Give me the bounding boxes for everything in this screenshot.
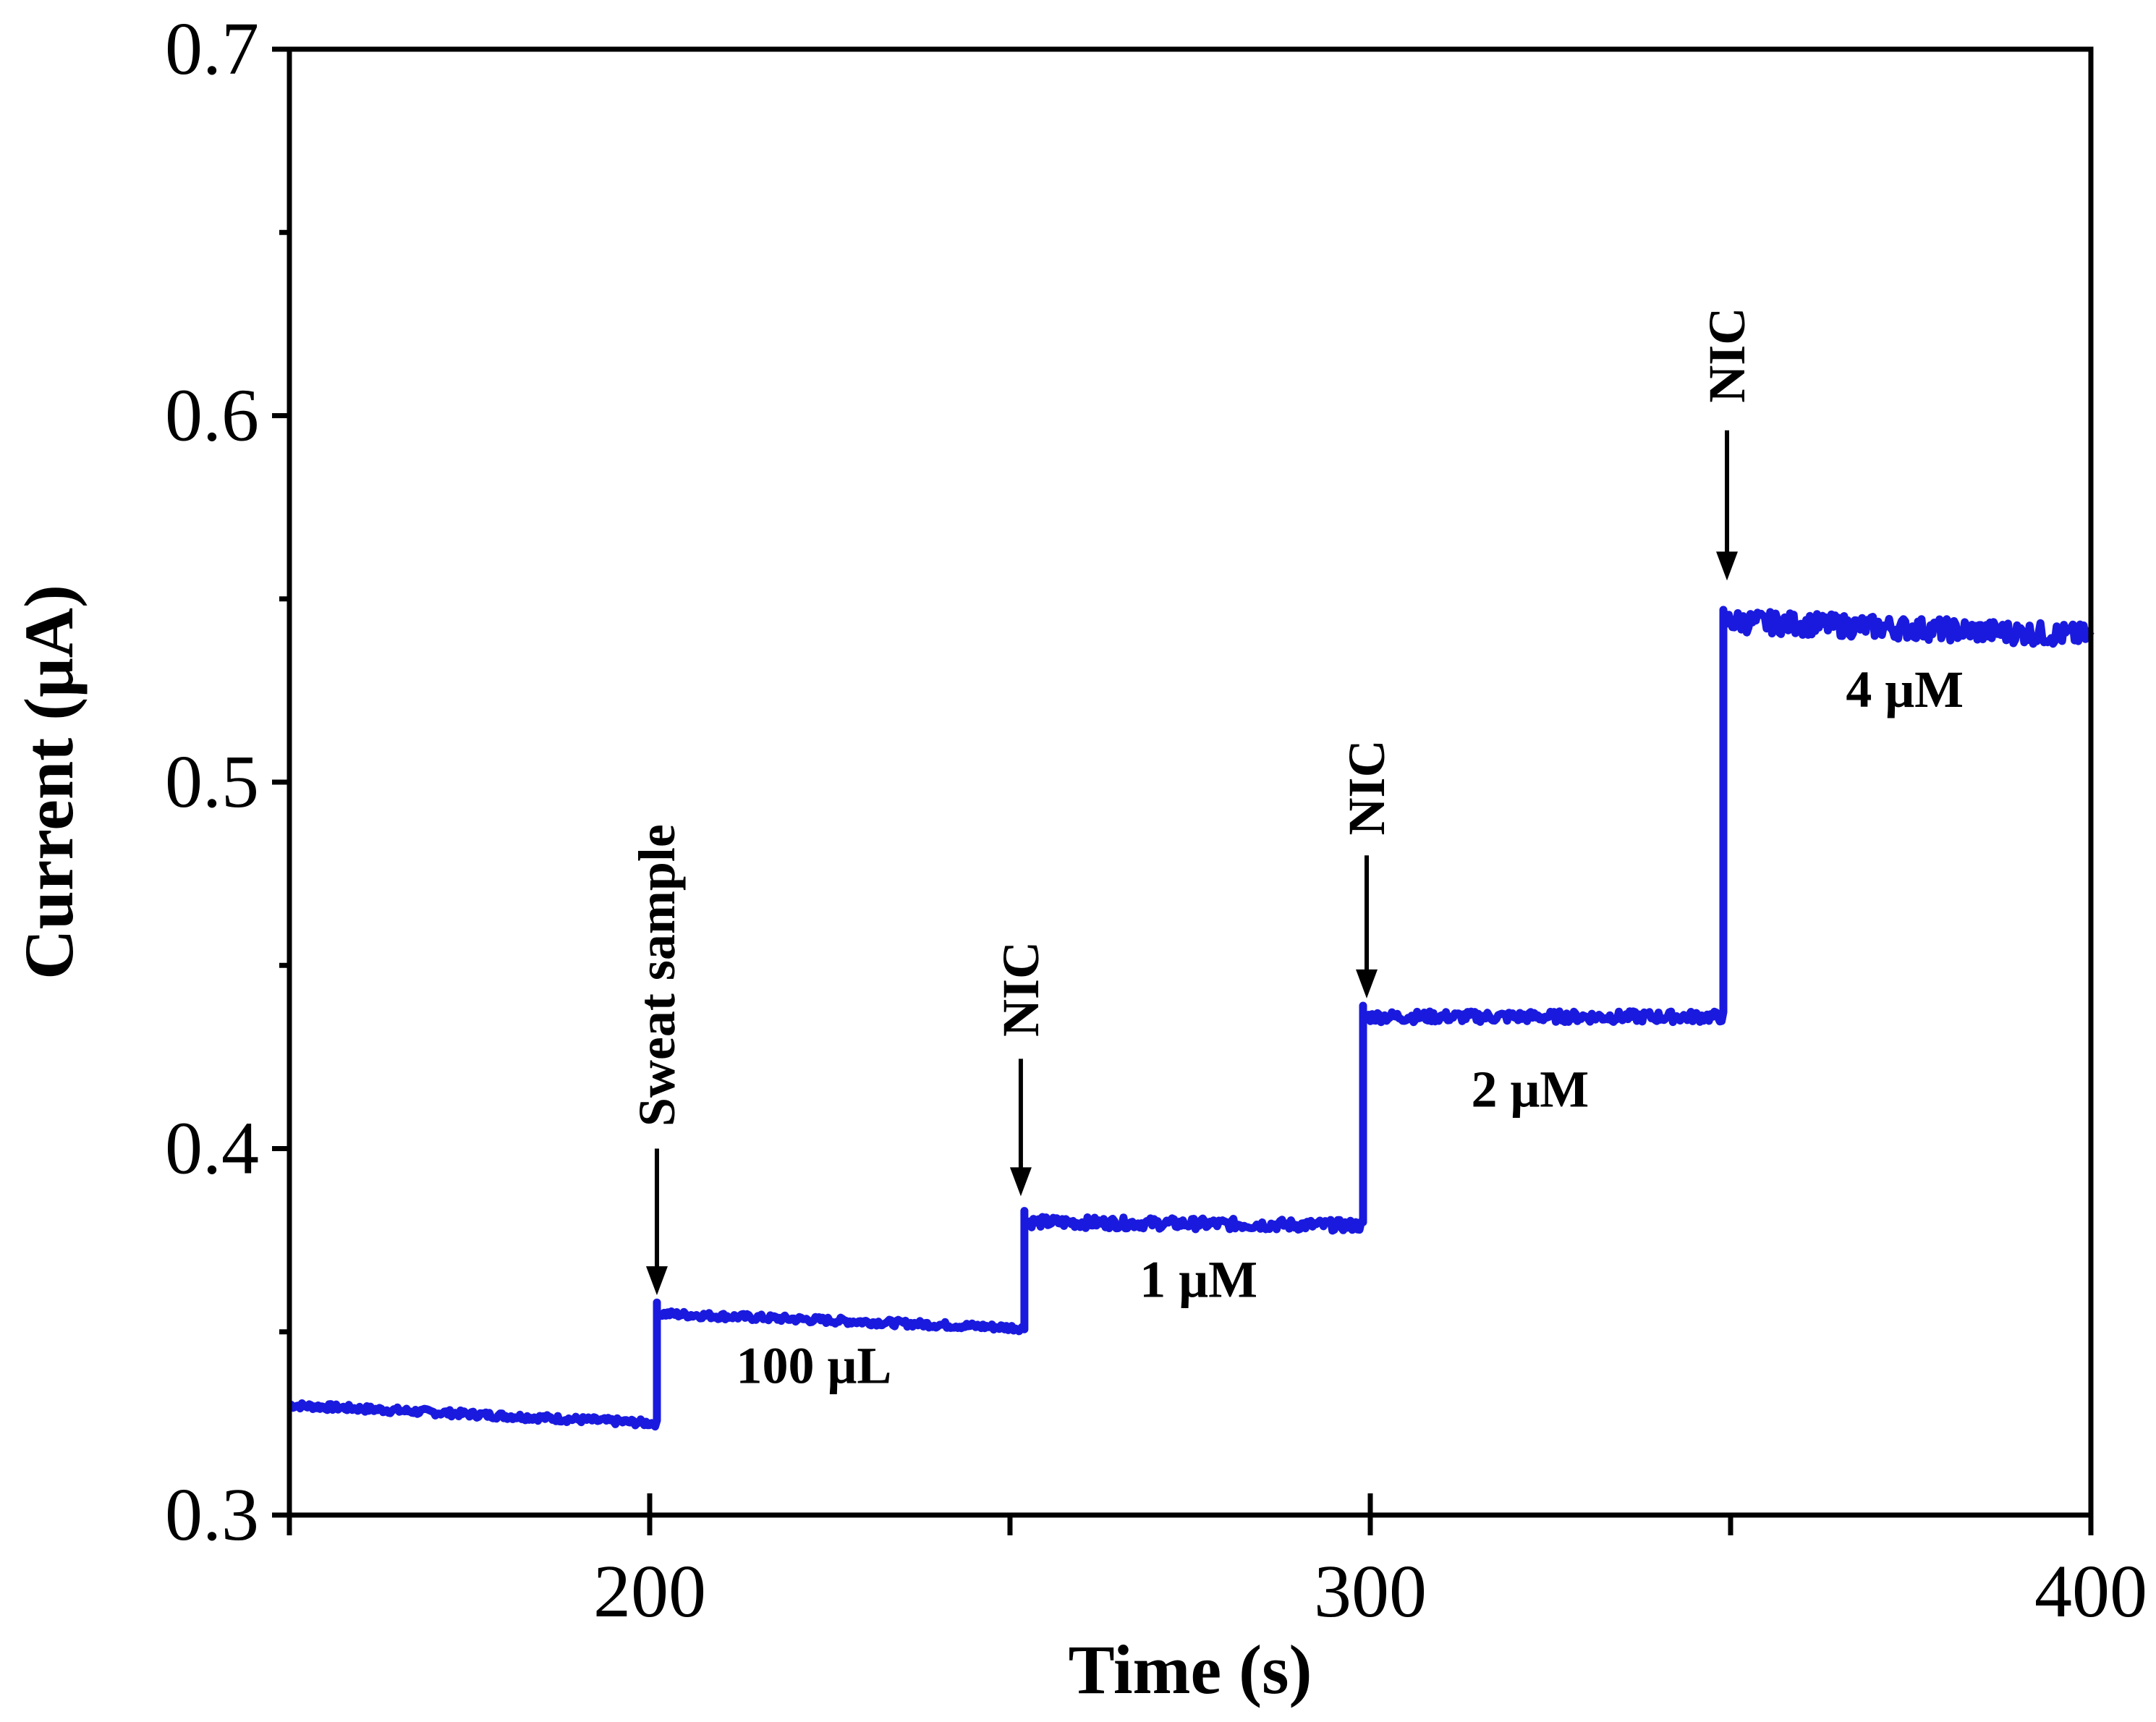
annotation-label: NIC [1338, 739, 1396, 835]
x-tick-label: 400 [2034, 1550, 2147, 1633]
level-label: 2 μM [1471, 1060, 1589, 1118]
annotation-arrow-head [1009, 1167, 1032, 1197]
annotation-arrow-head [645, 1266, 668, 1296]
x-axis-title: Time (s) [1069, 1631, 1312, 1708]
x-tick-label: 300 [1314, 1550, 1427, 1633]
annotation-label: Sweat sample [628, 824, 686, 1127]
axis-ticks: 200 300 400 0.3 0.4 0.5 0.6 0.7 [165, 7, 2147, 1633]
y-tick-label: 0.3 [165, 1473, 259, 1556]
annotations: Sweat sample NIC NIC NIC 100 μL 1 μM 2 μM 4 μM [628, 308, 1964, 1395]
y-tick-label: 0.6 [165, 374, 259, 457]
annotation-label: NIC [1698, 308, 1756, 403]
y-tick-label: 0.5 [165, 740, 259, 823]
series-line-current [287, 606, 2095, 1431]
y-tick-label: 0.7 [165, 7, 259, 90]
annotation-label: NIC [992, 941, 1050, 1037]
y-tick-label: 0.4 [165, 1107, 259, 1190]
x-tick-label: 200 [593, 1550, 706, 1633]
level-label: 4 μM [1846, 661, 1964, 718]
y-axis-title: Current (μA) [10, 585, 88, 980]
level-label: 1 μM [1139, 1251, 1257, 1309]
plot-data-layer [287, 606, 2095, 1431]
level-label: 100 μL [737, 1337, 892, 1395]
annotation-arrow-head [1356, 969, 1378, 998]
annotation-arrow-head [1716, 551, 1739, 581]
